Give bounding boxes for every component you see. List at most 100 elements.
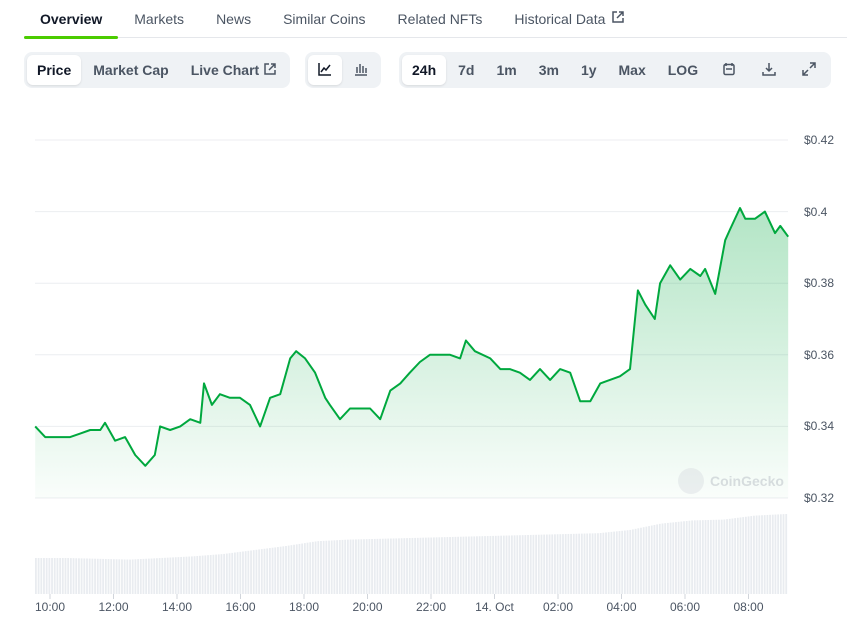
volume-bar [161, 557, 164, 594]
volume-bar [777, 514, 780, 594]
tab-label: Similar Coins [283, 11, 366, 27]
volume-bar [75, 558, 78, 594]
volume-bar [172, 557, 174, 594]
tab-similar-coins[interactable]: Similar Coins [267, 0, 381, 38]
range-3m-button[interactable]: 3m [538, 62, 559, 78]
tab-markets[interactable]: Markets [118, 0, 200, 38]
volume-bar [626, 530, 629, 594]
range-log-button[interactable]: LOG [667, 62, 699, 78]
volume-bar [137, 559, 139, 594]
volume-bar [771, 514, 774, 594]
volume-bar [83, 558, 86, 594]
volume-bar [376, 538, 379, 594]
volume-bar [683, 521, 685, 594]
tab-historical-data[interactable]: Historical Data [498, 0, 641, 38]
volume-bar [107, 559, 110, 594]
price-chart[interactable] [0, 100, 847, 600]
range-24h-button[interactable]: 24h [402, 55, 447, 85]
volume-bar [368, 539, 371, 594]
range-1m-button[interactable]: 1m [496, 62, 517, 78]
volume-bar [613, 531, 615, 594]
market-cap-button[interactable]: Market Cap [83, 55, 178, 85]
volume-bar [91, 558, 94, 594]
volume-bar [104, 558, 107, 594]
expand-icon [802, 61, 816, 79]
volume-bar [422, 537, 425, 594]
tab-overview[interactable]: Overview [24, 0, 119, 39]
volume-bar [395, 538, 398, 594]
volume-bar [648, 526, 650, 594]
range-7d-button[interactable]: 7d [458, 62, 475, 78]
volume-bar [145, 558, 148, 594]
external-link-icon [263, 62, 277, 79]
volume-bar [158, 558, 161, 594]
volume-bar [357, 539, 360, 594]
tab-bar: Overview Markets News Similar Coins Related … [24, 0, 847, 39]
volume-bar [750, 516, 753, 594]
volume-bar [416, 537, 419, 594]
line-chart-button[interactable] [308, 55, 342, 85]
volume-bar [131, 559, 134, 594]
volume-bar [80, 558, 83, 594]
volume-bar [564, 534, 567, 594]
volume-bar [121, 559, 123, 594]
volume-bar [199, 555, 201, 594]
tab-label: Markets [134, 11, 185, 27]
volume-bar [511, 535, 513, 594]
volume-bar [242, 551, 244, 594]
volume-bar [484, 536, 486, 594]
volume-bar [742, 517, 745, 594]
tab-news[interactable]: News [200, 0, 267, 38]
gecko-logo-icon [678, 468, 704, 494]
volume-bar [317, 541, 320, 594]
candlestick-chart-button[interactable] [344, 55, 378, 85]
volume-bar [640, 527, 642, 594]
volume-bar [56, 558, 59, 594]
volume-bar [247, 550, 250, 594]
tab-label: Overview [40, 11, 103, 27]
range-1y-button[interactable]: 1y [580, 62, 597, 78]
volume-bar [271, 547, 274, 594]
volume-bar [110, 559, 113, 594]
volume-bar [115, 559, 118, 594]
volume-bar [723, 519, 726, 594]
volume-bar [443, 537, 446, 594]
volume-bar [99, 558, 102, 594]
range-max-button[interactable]: Max [618, 62, 646, 78]
volume-bar [252, 550, 255, 594]
volume-bar [266, 548, 269, 594]
volume-bar [287, 545, 290, 594]
volume-bar [53, 558, 56, 594]
volume-bar [583, 533, 586, 594]
x-tick-label: 14:00 [161, 600, 193, 614]
volume-bar [664, 523, 667, 594]
live-chart-button[interactable]: Live Chart [181, 55, 287, 85]
volume-bar [726, 519, 728, 594]
volume-bar [69, 558, 72, 594]
volume-bar [543, 534, 546, 594]
volume-bar [570, 533, 572, 594]
volume-bar [126, 559, 129, 594]
volume-bar [761, 515, 763, 594]
expand-button[interactable] [790, 55, 828, 85]
volume-bar [476, 536, 478, 594]
tab-related-nfts[interactable]: Related NFTs [382, 0, 499, 38]
y-tick-label: $0.4 [804, 204, 828, 219]
volume-bar [346, 539, 349, 594]
download-button[interactable] [750, 55, 788, 85]
volume-bar [441, 537, 443, 594]
x-tick-label: 18:00 [288, 600, 320, 614]
volume-bar [591, 533, 594, 594]
volume-bar [263, 548, 266, 594]
volume-bar [387, 538, 390, 594]
volume-bar [51, 558, 53, 594]
volume-bar [508, 535, 511, 594]
volume-bar [279, 546, 282, 594]
price-button[interactable]: Price [27, 55, 82, 85]
volume-bar [209, 554, 212, 594]
x-tick-label: 02:00 [542, 600, 574, 614]
volume-bar [731, 518, 734, 594]
calendar-button[interactable] [710, 55, 748, 85]
volume-bar [398, 538, 400, 594]
volume-bar [379, 538, 382, 594]
